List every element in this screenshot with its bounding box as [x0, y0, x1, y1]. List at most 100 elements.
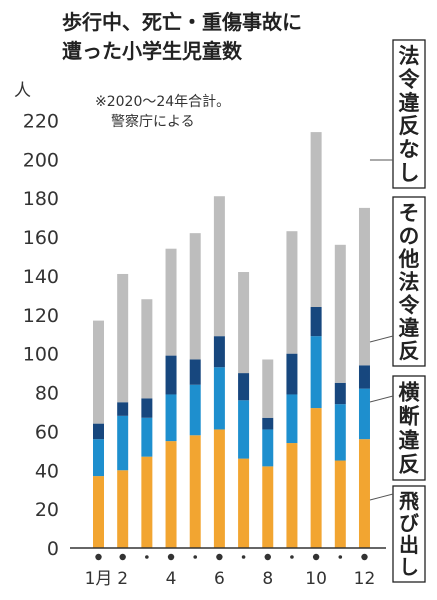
bar-stack-month-7	[238, 272, 250, 548]
legend-label-series-1: 横断違反	[399, 381, 420, 477]
source-note-line-1: ※2020～24年合計。	[95, 94, 230, 110]
y-tick-label: 40	[35, 460, 59, 482]
legend-label-series-3: 法令違反なし	[399, 44, 421, 185]
bar-segment-s2-m2	[117, 402, 129, 416]
legend-box	[392, 485, 426, 583]
bar-segment-s3-m3	[141, 299, 153, 399]
bar-segment-s0-m1	[93, 476, 104, 548]
bar-segment-s1-m12	[358, 388, 370, 440]
y-tick-label: 100	[23, 344, 59, 366]
x-tick-label-month-12: 12	[354, 569, 376, 589]
bar-stack-month-2	[117, 273, 129, 548]
x-tick-dot-month-1	[95, 553, 102, 561]
y-tick-label: 200	[23, 149, 59, 171]
x-tick-label-month-4: 4	[166, 569, 177, 589]
y-tick-label: 60	[35, 421, 59, 443]
x-tick-dot-month-8	[264, 553, 271, 561]
y-tick-label: 120	[23, 305, 59, 327]
bar-segment-s3-m7	[238, 272, 250, 374]
x-tick-label-month-2: 2	[117, 569, 128, 589]
bar-stack-month-12	[358, 207, 370, 548]
legend-box	[392, 39, 426, 189]
chart-title-line-1: 歩行中、死亡・重傷事故に	[62, 10, 302, 34]
bar-segment-s3-m11	[334, 244, 346, 383]
x-tick-label-month-10: 10	[305, 569, 327, 589]
source-note-line-2: 警察庁による	[111, 113, 195, 130]
bar-segment-s0-m5	[189, 435, 201, 548]
x-tick-dot-month-3	[145, 555, 149, 559]
bar-segment-s2-m9	[286, 353, 298, 395]
bar-segment-s0-m6	[213, 429, 225, 548]
legend-entry-series-2: その他法令違反	[369, 196, 426, 367]
bar-segment-s1-m10	[310, 336, 322, 409]
legend-label-series-2: その他法令違反	[398, 201, 420, 363]
legend-box	[392, 196, 426, 367]
bar-segment-s2-m6	[213, 336, 225, 368]
legend-leader-line	[369, 493, 394, 501]
bar-segment-s2-m3	[141, 398, 153, 418]
x-tick-dot-month-6	[216, 553, 223, 561]
bar-segment-s1-m9	[286, 394, 298, 444]
bar-segment-s0-m8	[262, 466, 274, 548]
y-tick-label: 80	[35, 383, 59, 405]
bar-segment-s2-m4	[165, 355, 177, 395]
bar-segment-s2-m7	[238, 373, 250, 401]
bar-segment-s1-m8	[262, 429, 274, 467]
bar-segment-s1-m1	[93, 439, 104, 477]
bar-segment-s1-m5	[189, 384, 201, 436]
bar-segment-s2-m1	[93, 423, 104, 440]
bar-stack-month-10	[310, 132, 322, 548]
x-tick-dot-month-9	[290, 555, 294, 559]
legend-box	[392, 375, 426, 481]
y-tick-label: 220	[23, 110, 59, 132]
y-tick-label: 0	[47, 538, 59, 560]
bar-stack-month-6	[213, 196, 225, 548]
bar-stack-month-3	[141, 299, 153, 548]
bar-stack-month-4	[165, 248, 177, 548]
bar-segment-s3-m10	[310, 132, 322, 308]
y-axis-unit: 人	[14, 81, 31, 101]
bar-segment-s2-m12	[358, 365, 370, 389]
bar-segment-s2-m10	[310, 307, 322, 337]
bar-segment-s0-m10	[310, 408, 322, 548]
x-tick-dot-month-2	[119, 553, 126, 561]
bar-segment-s0-m2	[117, 470, 129, 548]
bar-stack-month-8	[262, 359, 274, 548]
bar-segment-s1-m11	[334, 404, 346, 461]
bar-segment-s1-m6	[213, 367, 225, 430]
x-tick-label-month-8: 8	[262, 569, 273, 589]
x-tick-dot-month-4	[167, 553, 175, 561]
legend-label-series-0: 飛び出し	[398, 490, 419, 579]
x-tick-dot-month-5	[193, 555, 198, 559]
bar-stack-month-9	[286, 231, 298, 548]
bar-segment-s2-m8	[262, 417, 274, 430]
legend-entry-series-3: 法令違反なし	[369, 39, 426, 189]
bar-segment-s0-m11	[334, 460, 346, 548]
chart-title-line-2: 遭った小学生児童数	[62, 39, 243, 63]
legend-leader-line	[369, 335, 394, 343]
y-tick-label: 140	[23, 266, 59, 288]
x-axis: 1月 2 4 6 8 10 12	[70, 547, 386, 589]
legend-leader-line	[369, 395, 394, 403]
bar-segment-s1-m2	[117, 415, 129, 471]
bar-segment-s0-m4	[165, 441, 177, 548]
bar-segment-s1-m3	[141, 417, 153, 457]
x-tick-label-month-1: 1月	[85, 569, 113, 589]
y-tick-label: 20	[35, 499, 59, 521]
bar-segment-s3-m8	[262, 359, 274, 418]
bar-segment-s3-m9	[286, 231, 298, 354]
bar-segment-s1-m7	[238, 400, 250, 459]
bar-stack-month-1	[93, 320, 104, 548]
bar-stacks	[93, 132, 370, 548]
bar-segment-s3-m5	[189, 233, 201, 360]
x-tick-label-month-6: 6	[214, 569, 225, 589]
x-tick-dot-month-11	[338, 555, 343, 559]
bar-segment-s3-m4	[165, 248, 177, 356]
bar-segment-s0-m7	[238, 458, 250, 548]
bar-segment-s2-m5	[189, 359, 201, 385]
bar-segment-s0-m9	[286, 443, 298, 548]
bar-segment-s2-m11	[334, 382, 346, 405]
x-tick-dot-month-10	[312, 553, 320, 561]
